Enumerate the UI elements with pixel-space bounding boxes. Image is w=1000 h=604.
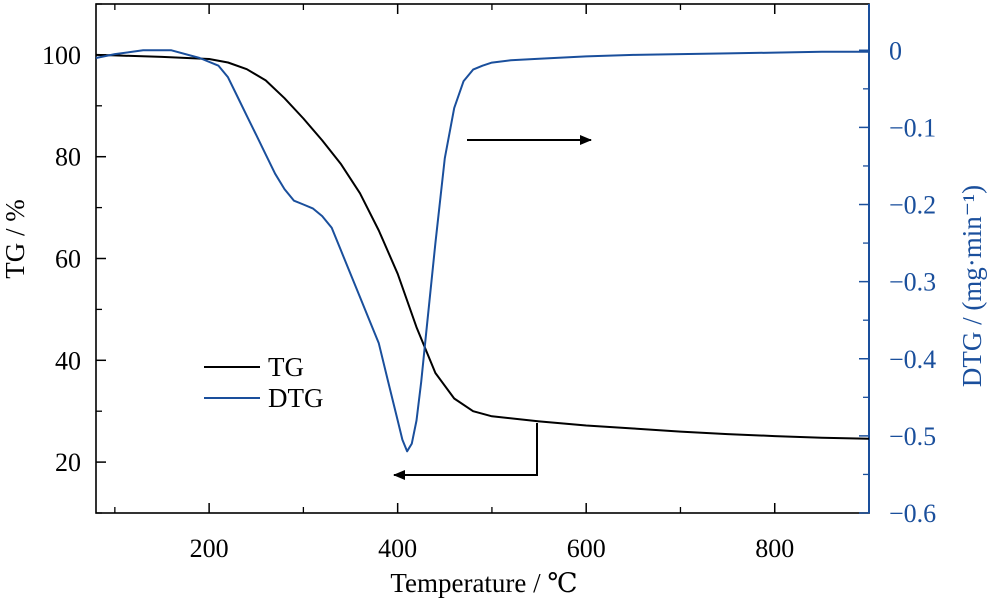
y-left-tick-label: 20 — [55, 448, 81, 477]
plot-frame — [95, 3, 870, 514]
y-right-tick-label: −0.4 — [889, 345, 936, 374]
x-tick-label: 400 — [378, 534, 417, 563]
y-left-tick-label: 80 — [55, 143, 81, 172]
legend-label-tg: TG — [268, 352, 304, 382]
y-right-tick-label: −0.2 — [889, 191, 936, 220]
x-tick-label: 800 — [755, 534, 794, 563]
y-right-tick-label: −0.1 — [889, 113, 936, 142]
x-tick-label: 200 — [190, 534, 229, 563]
y-left-tick-label: 40 — [55, 346, 81, 375]
series-line-tg — [95, 53, 870, 440]
x-tick-label: 600 — [567, 534, 606, 563]
series-line-dtg — [95, 49, 869, 453]
x-axis-label: Temperature / ℃ — [390, 568, 577, 598]
y-left-tick-label: 60 — [55, 245, 81, 274]
legend: TG DTG — [204, 352, 324, 413]
legend-label-dtg: DTG — [268, 383, 324, 413]
arrow-to-left-axis — [393, 423, 538, 480]
y-right-tick-label: 0 — [889, 36, 902, 65]
y-right-tick-label: −0.6 — [889, 499, 936, 528]
left-y-axis-label: TG / % — [0, 199, 30, 278]
y-right-tick-label: −0.3 — [889, 268, 936, 297]
right-y-axis-label: DTG / (mg·min⁻¹) — [957, 185, 987, 387]
y-left-tick-label: 100 — [42, 41, 81, 70]
y-right-tick-label: −0.5 — [889, 422, 936, 451]
